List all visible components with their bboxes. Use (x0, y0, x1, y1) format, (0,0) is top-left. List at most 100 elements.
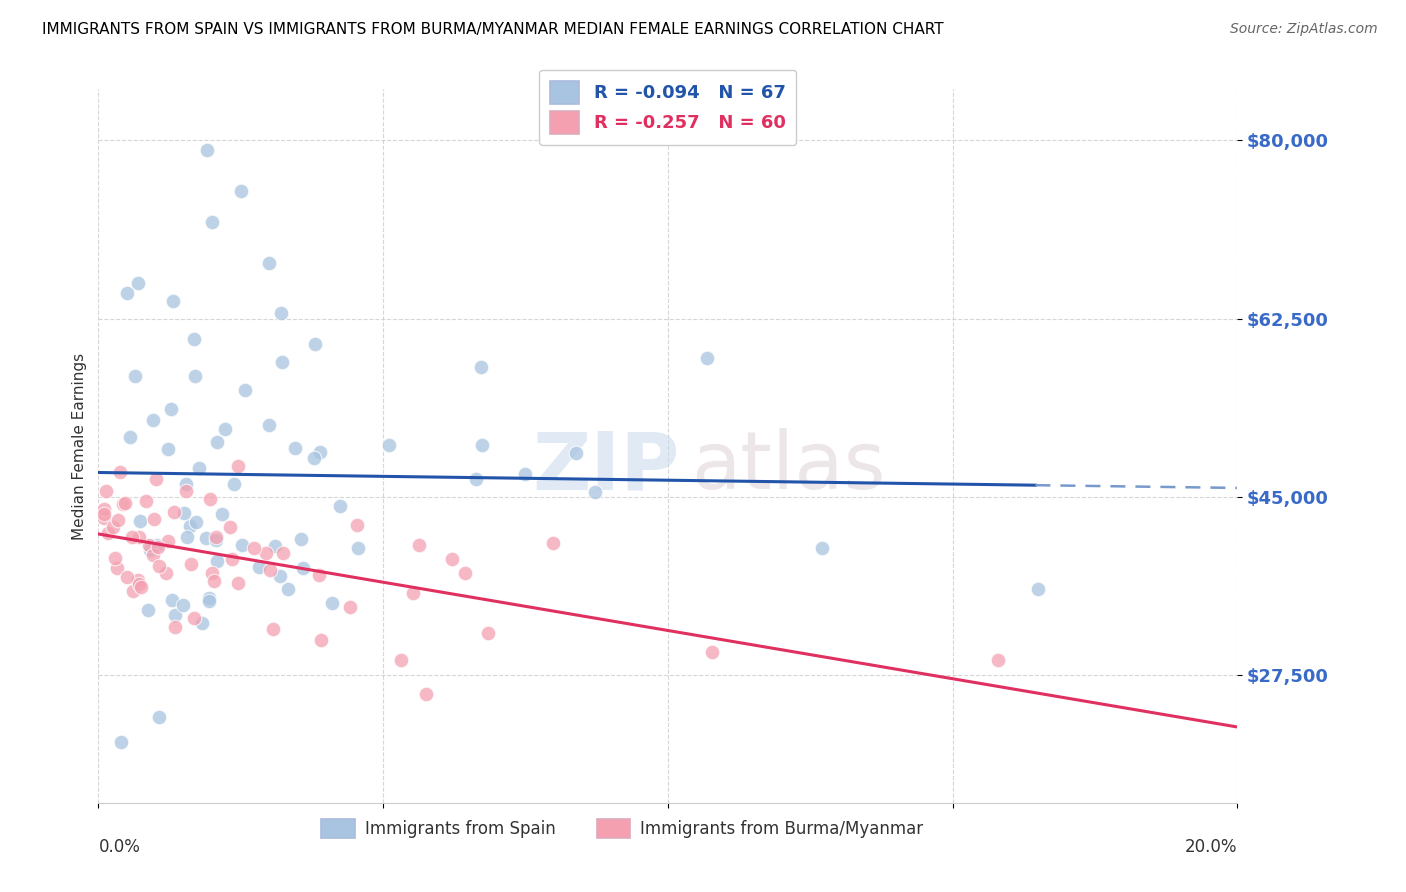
Point (308, 568, 330, 582)
Text: 0.0%: 0.0% (98, 838, 141, 856)
Point (101, 520, 124, 534)
Point (262, 622, 284, 636)
Point (408, 539, 430, 553)
Point (308, 444, 330, 458)
Point (205, 553, 228, 567)
Point (183, 332, 205, 346)
Point (195, 531, 218, 545)
Point (135, 494, 157, 508)
Point (93, 511, 115, 525)
Point (128, 529, 150, 543)
Point (470, 359, 492, 374)
Point (214, 421, 236, 435)
Point (148, 710, 170, 724)
Point (173, 506, 195, 520)
Point (117, 570, 139, 584)
Point (162, 505, 184, 519)
Point (93, 501, 115, 516)
Point (174, 476, 197, 491)
Point (810, 541, 832, 555)
Point (302, 451, 325, 466)
Point (346, 518, 368, 533)
Point (103, 550, 125, 565)
Point (97, 526, 120, 541)
Point (183, 368, 205, 383)
Text: Source: ZipAtlas.com: Source: ZipAtlas.com (1230, 22, 1378, 37)
Point (105, 560, 128, 574)
Point (143, 512, 166, 526)
Point (229, 184, 252, 198)
Point (377, 438, 399, 452)
Point (454, 566, 477, 580)
Point (160, 402, 183, 417)
Point (183, 611, 205, 625)
Point (198, 591, 221, 605)
Point (259, 255, 281, 269)
Point (127, 573, 149, 587)
Point (226, 576, 249, 591)
Point (304, 337, 326, 351)
Text: atlas: atlas (690, 428, 884, 507)
Point (148, 558, 170, 573)
Point (139, 542, 162, 557)
Point (201, 566, 224, 580)
Point (257, 417, 280, 432)
Point (205, 533, 228, 548)
Point (200, 491, 222, 506)
Point (263, 539, 285, 553)
Point (156, 442, 179, 457)
Point (122, 584, 145, 599)
Text: 20.0%: 20.0% (1185, 838, 1237, 856)
Point (110, 734, 132, 748)
Text: ZIP: ZIP (531, 428, 679, 507)
Point (259, 563, 281, 577)
Point (205, 530, 228, 544)
Point (465, 472, 488, 486)
Point (188, 461, 211, 475)
Point (402, 586, 425, 600)
Point (201, 215, 224, 229)
Point (211, 507, 233, 521)
Point (702, 645, 724, 659)
Point (127, 276, 149, 290)
Point (121, 530, 143, 544)
Point (128, 576, 150, 591)
Point (107, 513, 129, 527)
Point (136, 603, 159, 617)
Point (273, 546, 295, 560)
Point (129, 580, 152, 594)
Point (219, 520, 242, 534)
Point (389, 653, 412, 667)
Point (96, 483, 118, 498)
Point (179, 518, 201, 533)
Point (146, 540, 169, 554)
Point (160, 593, 183, 607)
Text: IMMIGRANTS FROM SPAIN VS IMMIGRANTS FROM BURMA/MYANMAR MEDIAN FEMALE EARNINGS CO: IMMIGRANTS FROM SPAIN VS IMMIGRANTS FROM… (42, 22, 943, 37)
Point (142, 412, 165, 426)
Point (471, 438, 494, 452)
Point (441, 552, 464, 566)
Point (145, 472, 167, 486)
Point (221, 552, 243, 566)
Point (198, 593, 221, 607)
Point (515, 467, 537, 482)
Point (165, 619, 187, 633)
Point (987, 653, 1010, 667)
Point (163, 607, 186, 622)
Point (269, 569, 291, 583)
Point (115, 286, 138, 301)
Point (162, 293, 184, 308)
Point (270, 355, 292, 369)
Point (329, 500, 352, 514)
Point (202, 574, 225, 588)
Point (339, 600, 361, 615)
Point (347, 541, 370, 555)
Point (174, 483, 197, 498)
Point (110, 465, 132, 479)
Point (321, 597, 343, 611)
Point (477, 625, 499, 640)
Point (583, 484, 606, 499)
Point (142, 548, 165, 562)
Point (233, 383, 256, 397)
Point (176, 530, 198, 544)
